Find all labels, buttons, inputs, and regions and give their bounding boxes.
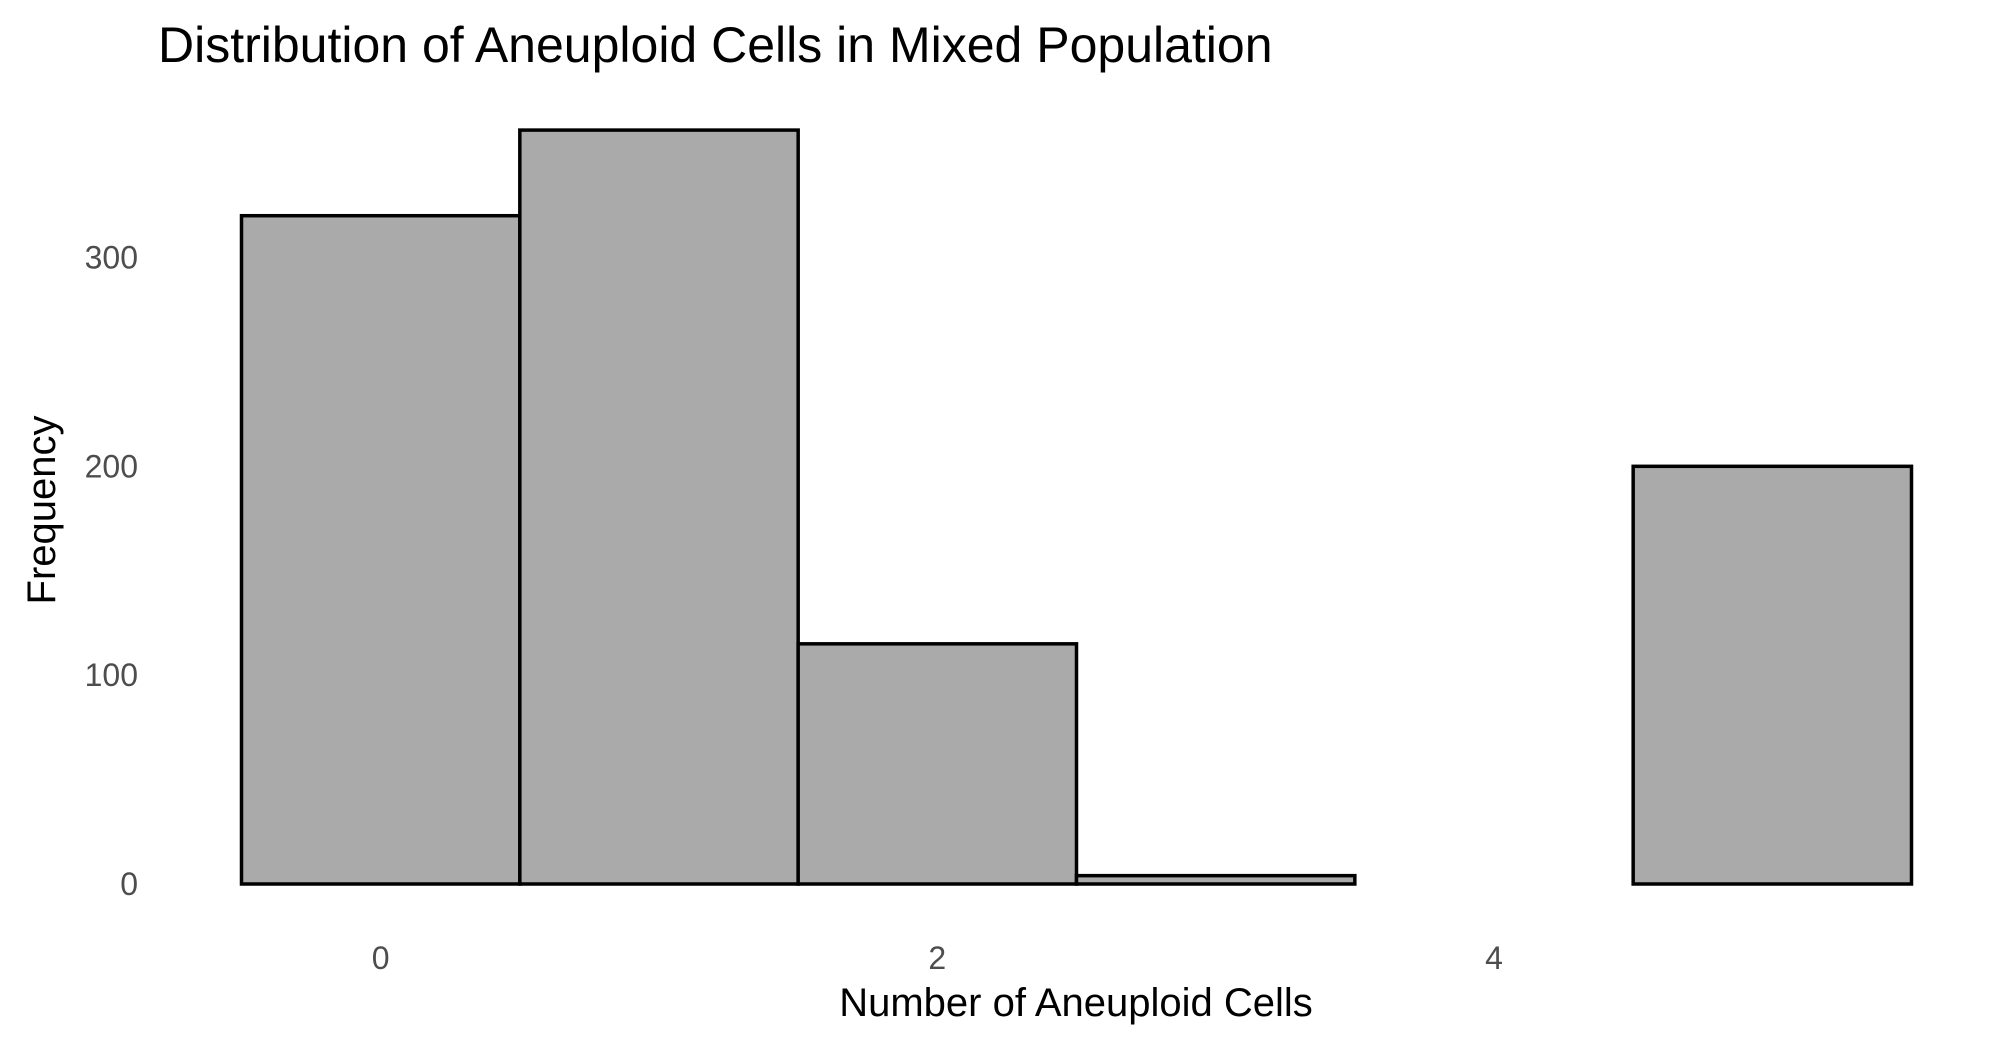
y-tick-label: 200 <box>85 448 138 484</box>
histogram-bar <box>518 128 800 886</box>
x-tick-label: 0 <box>372 940 390 976</box>
x-tick-label: 4 <box>1485 940 1503 976</box>
histogram-bar <box>1074 873 1357 886</box>
x-axis-ticks: 0 2 4 <box>372 940 1503 976</box>
y-axis-ticks: 0 100 200 300 <box>85 239 138 902</box>
y-tick-label: 0 <box>120 866 138 902</box>
x-axis-label: Number of Aneuploid Cells <box>839 981 1313 1025</box>
chart-title: Distribution of Aneuploid Cells in Mixed… <box>158 17 1273 73</box>
x-tick-label: 2 <box>928 940 946 976</box>
histogram-bar <box>796 642 1079 886</box>
bars-group <box>239 128 1914 886</box>
y-tick-label: 300 <box>85 239 138 275</box>
histogram-bar <box>239 213 522 886</box>
y-axis-label: Frequency <box>20 416 64 605</box>
y-tick-label: 100 <box>85 657 138 693</box>
histogram-bar <box>1631 464 1914 886</box>
